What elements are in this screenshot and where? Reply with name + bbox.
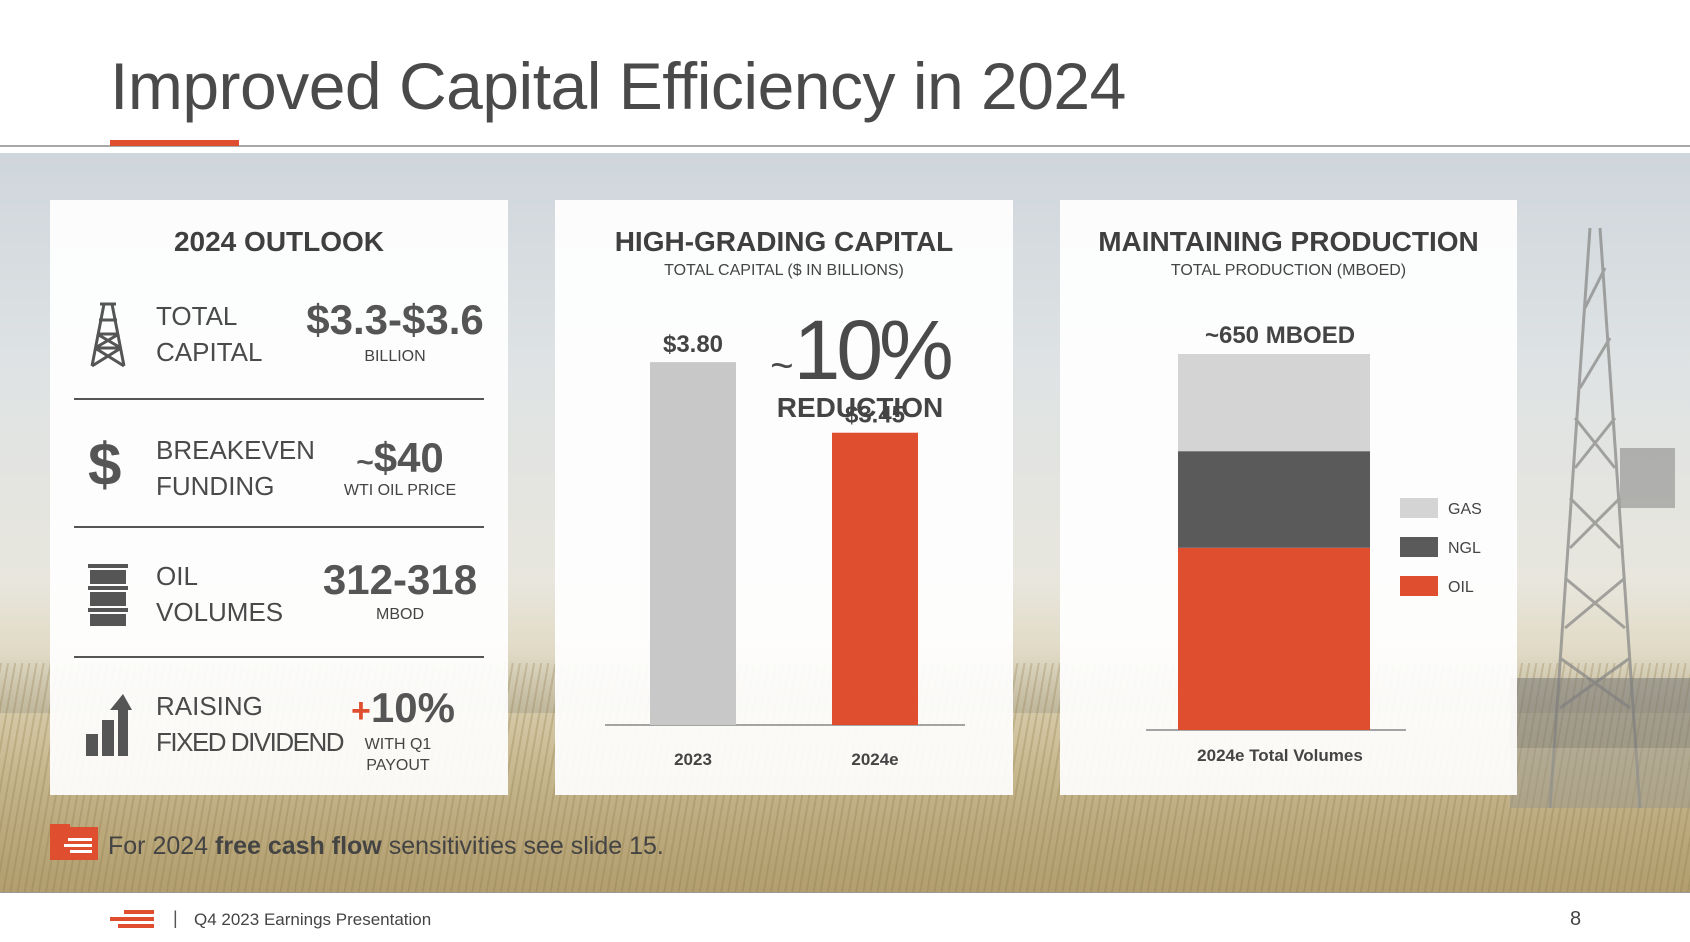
dividend-label-line2: FIXED DIVIDEND — [156, 727, 345, 757]
oil-derrick-icon — [90, 302, 126, 368]
dividend-value: +10% — [338, 684, 468, 732]
production-segment-ngl — [1178, 451, 1370, 548]
title-divider — [0, 145, 1690, 147]
breakeven-unit: WTI OIL PRICE — [343, 482, 457, 499]
oil-volumes-value: 312-318 — [322, 556, 478, 603]
title-accent-bar — [110, 140, 239, 146]
total-capital-label: TOTAL CAPITAL — [156, 298, 336, 370]
breakeven-label-line1: BREAKEVEN — [156, 435, 315, 465]
breakeven-tilde: ~ — [356, 446, 374, 479]
drilling-rig-image — [1510, 227, 1690, 809]
production-chart-subheading: TOTAL PRODUCTION (MBOED) — [1170, 262, 1407, 279]
total-capital-unit: BILLION — [364, 348, 426, 365]
dollar-icon: $ — [88, 431, 122, 498]
breakeven-value: ~$40 — [340, 434, 460, 482]
dividend-plus: + — [351, 692, 371, 730]
production-category-label: 2024e Total Volumes — [1197, 746, 1363, 765]
footer-divider — [0, 892, 1690, 893]
capital-bar-2024e — [832, 432, 918, 725]
reduction-tilde: ~ — [770, 344, 794, 388]
oil-volumes-label-line1: OIL — [156, 561, 198, 591]
fcf-note: For 2024 free cash flow sensitivities se… — [108, 832, 664, 861]
production-total-label: ~650 MBOED — [1204, 322, 1356, 349]
fcf-note-prefix: For 2024 — [108, 832, 216, 860]
oil-volumes-label: OIL VOLUMES — [156, 558, 336, 630]
oil-barrel-icon — [88, 564, 128, 626]
footer-separator: | — [173, 908, 178, 928]
capital-category-label-2024e: 2024e — [851, 750, 898, 769]
capital-value-label-2024e: $3.45 — [845, 402, 905, 429]
reduction-label: REDUCTION — [776, 392, 944, 423]
production-chart-card: MAINTAINING PRODUCTION TOTAL PRODUCTION … — [1060, 200, 1517, 795]
production-chart-heading: MAINTAINING PRODUCTION — [1098, 226, 1479, 257]
reduction-percent: 10% — [793, 303, 954, 397]
legend-label-gas: GAS — [1448, 501, 1482, 518]
outlook-card: 2024 OUTLOOK TOTAL CAPITAL $3.3-$3.6 BIL… — [50, 200, 508, 795]
capital-chart-card: HIGH-GRADING CAPITAL TOTAL CAPITAL ($ IN… — [555, 200, 1013, 795]
reduction-callout: ~10% — [765, 302, 955, 399]
fcf-note-bold: free cash flow — [215, 832, 382, 860]
capital-bar-chart: $3.80 2023 $3.45 2024e — [605, 331, 965, 769]
outlook-divider — [74, 526, 484, 528]
total-capital-label-line1: TOTAL — [156, 301, 238, 331]
slide-title: Improved Capital Efficiency in 2024 — [110, 49, 1126, 123]
dividend-unit-line2: PAYOUT — [366, 757, 430, 774]
footer-presentation-title: Q4 2023 Earnings Presentation — [194, 910, 432, 929]
breakeven-amount: $40 — [373, 434, 444, 481]
outlook-divider — [74, 398, 484, 400]
capital-value-label-2023: $3.80 — [663, 331, 723, 358]
outlook-divider — [74, 656, 484, 658]
capital-category-label-2023: 2023 — [674, 750, 712, 769]
dividend-percent: 10% — [370, 684, 455, 731]
dividend-label-line1: RAISING — [156, 691, 263, 721]
dividend-unit-line1: WITH Q1 — [364, 736, 432, 753]
production-segment-oil — [1178, 547, 1370, 730]
fcf-note-suffix: sensitivities see slide 15. — [381, 832, 664, 860]
breakeven-label: BREAKEVEN FUNDING — [156, 432, 336, 504]
legend-label-ngl: NGL — [1448, 540, 1481, 557]
breakeven-label-line2: FUNDING — [156, 471, 275, 501]
legend-swatch-ngl — [1400, 537, 1438, 557]
dividend-label: RAISING FIXED DIVIDEND — [156, 688, 346, 760]
total-capital-value: $3.3-$3.6 — [306, 296, 484, 343]
oil-volumes-label-line2: VOLUMES — [156, 597, 284, 627]
capital-chart-heading: HIGH-GRADING CAPITAL — [614, 226, 954, 257]
legend-label-oil: OIL — [1448, 579, 1474, 596]
growth-bars-icon — [86, 694, 132, 756]
presentation-icon — [50, 824, 98, 860]
capital-bar-2023 — [650, 362, 736, 725]
page-number: 8 — [1570, 908, 1582, 930]
legend-swatch-gas — [1400, 498, 1438, 518]
legend-swatch-oil — [1400, 576, 1438, 596]
outlook-heading: 2024 OUTLOOK — [173, 226, 385, 257]
production-segment-gas — [1178, 354, 1370, 452]
capital-chart-subheading: TOTAL CAPITAL ($ IN BILLIONS) — [664, 262, 904, 279]
total-capital-label-line2: CAPITAL — [156, 337, 263, 367]
company-logo-icon — [110, 910, 154, 928]
oil-volumes-unit: MBOD — [376, 606, 424, 623]
production-stacked-chart: GAS NGL OIL — [1146, 354, 1482, 731]
